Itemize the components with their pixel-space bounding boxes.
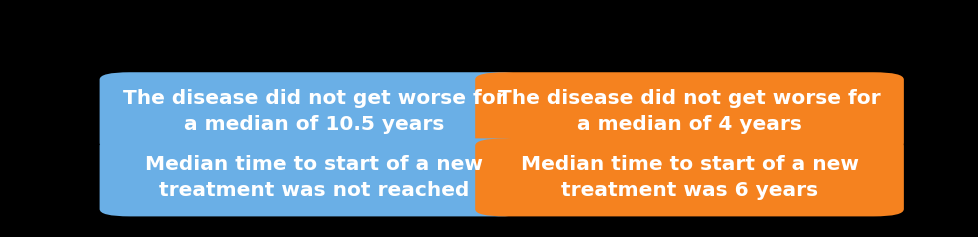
FancyBboxPatch shape bbox=[100, 72, 528, 150]
Text: Median time to start of a new
treatment was not reached: Median time to start of a new treatment … bbox=[145, 155, 482, 200]
Text: The disease did not get worse for
a median of 10.5 years: The disease did not get worse for a medi… bbox=[122, 89, 505, 134]
FancyBboxPatch shape bbox=[474, 72, 903, 150]
Text: The disease did not get worse for
a median of 4 years: The disease did not get worse for a medi… bbox=[498, 89, 880, 134]
FancyBboxPatch shape bbox=[474, 138, 903, 216]
Text: Median time to start of a new
treatment was 6 years: Median time to start of a new treatment … bbox=[520, 155, 858, 200]
FancyBboxPatch shape bbox=[100, 138, 528, 216]
